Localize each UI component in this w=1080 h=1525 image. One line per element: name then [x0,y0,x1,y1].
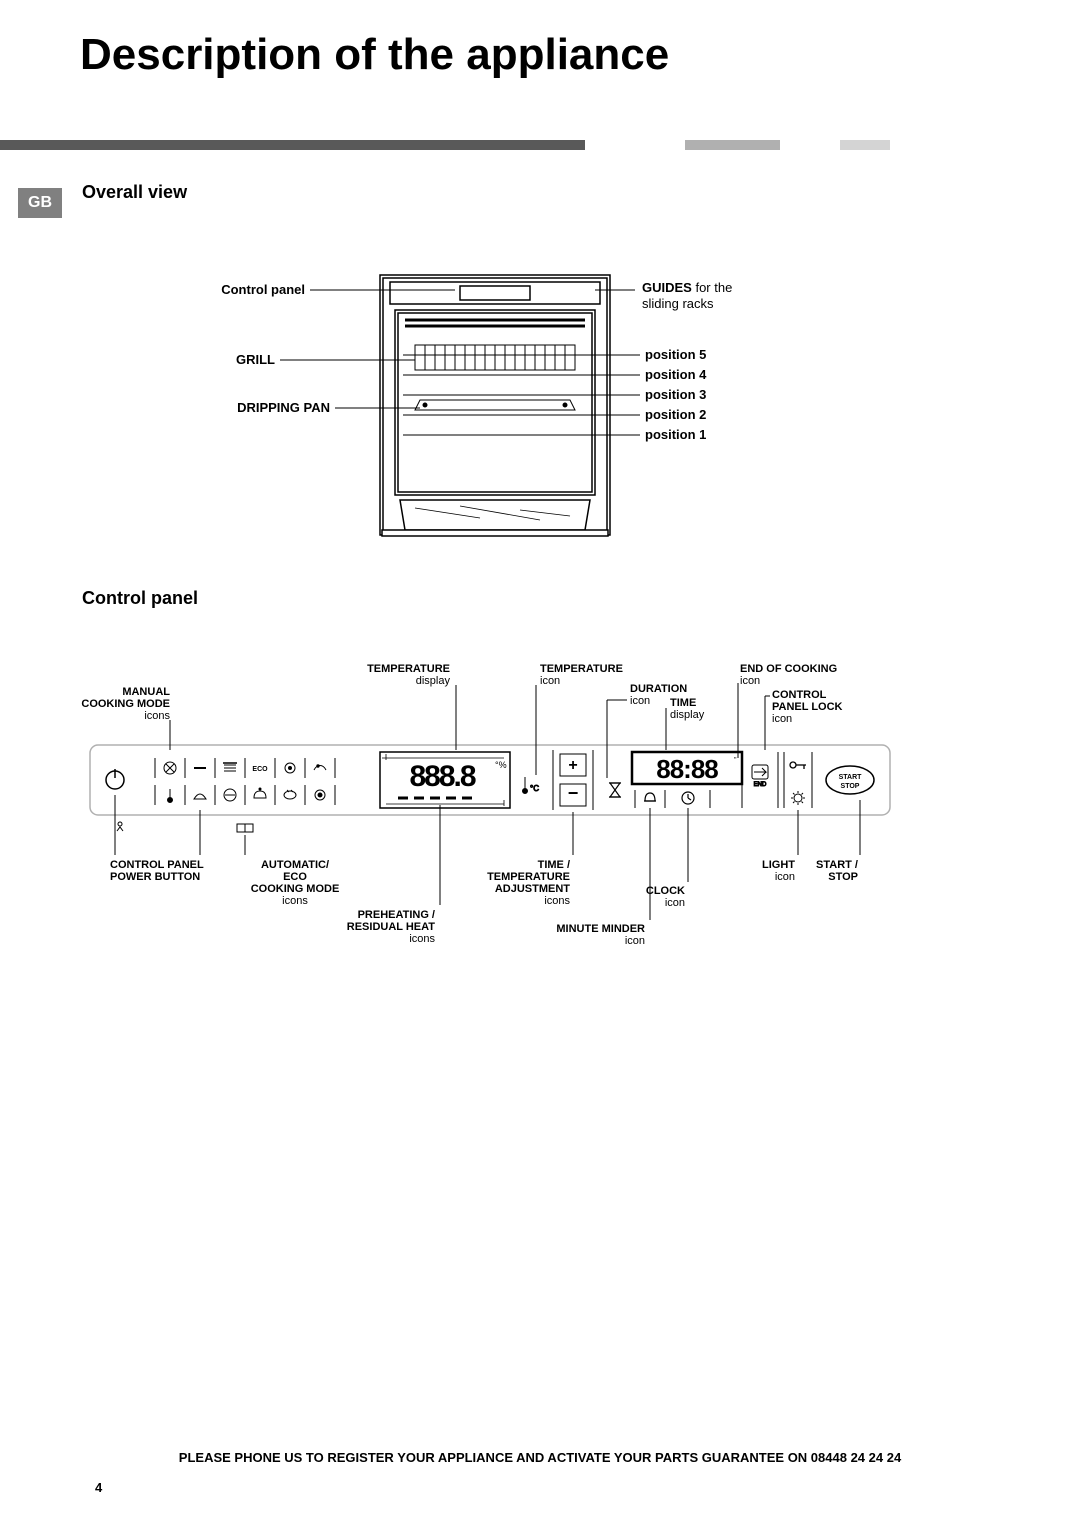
bread-icon [254,788,266,798]
label-temp-disp-1: TEMPERATURE [367,663,450,675]
label-end-2: icon [740,675,760,687]
label-pos1: position 1 [645,427,706,442]
label-auto-2: ECO [283,871,307,883]
label-lock-1: CONTROL [772,689,827,701]
start-stop-button: START STOP [826,766,874,794]
label-adjust-4: icons [544,895,570,907]
label-guides: GUIDES for the [642,280,732,295]
label-temp-icon-2: icon [540,675,560,687]
header-rule [0,140,1080,150]
control-panel-diagram: ECO 888.8 °% [70,650,1010,1000]
section-overall-view: Overall view [82,182,187,203]
pizza-icon [194,794,206,799]
label-mm-2: icon [625,935,645,947]
temp-c-icon: °C [523,777,540,794]
panel-lock-icon [790,762,806,769]
label-dripping-pan: DRIPPING PAN [237,400,330,415]
svg-text:−: − [568,783,579,803]
label-temp-disp-2: display [416,675,451,687]
label-pos4: position 4 [645,367,707,382]
childlock-small-icon [117,822,123,831]
label-end-1: END OF COOKING [740,663,837,675]
page-title: Description of the appliance [80,30,669,80]
label-manual-1: MANUAL [122,686,170,698]
minute-minder-icon [644,793,656,801]
section-control-panel: Control panel [82,588,198,609]
label-auto-3: COOKING MODE [251,883,340,895]
grill-mode-icon [223,763,237,771]
label-auto-4: icons [282,895,308,907]
label-preheat-1: PREHEATING / [358,909,435,921]
svg-text:": " [734,757,737,764]
minus-button: − [560,783,586,806]
label-mm-1: MINUTE MINDER [556,923,645,935]
svg-text:+: + [568,757,577,774]
label-pos3: position 3 [645,387,706,402]
label-preheat-3: icons [409,933,435,945]
label-light-2: icon [775,871,795,883]
label-time-2: display [670,709,705,721]
label-clock-2: icon [665,897,685,909]
oven-diagram: Control panel GRILL DRIPPING PAN GUIDES … [120,260,920,550]
label-manual-2: COOKING MODE [81,698,170,710]
label-adjust-3: ADJUSTMENT [495,883,570,895]
label-adjust-2: TEMPERATURE [487,871,570,883]
label-pos5: position 5 [645,347,706,362]
label-lock-3: icon [772,713,792,725]
label-preheat-2: RESIDUAL HEAT [347,921,435,933]
label-adjust-1: TIME / [538,859,570,871]
label-clock-1: CLOCK [646,885,685,897]
label-temp-icon-1: TEMPERATURE [540,663,623,675]
svg-text:°C: °C [530,784,539,793]
footer-text: PLEASE PHONE US TO REGISTER YOUR APPLIAN… [0,1450,1080,1465]
label-light-1: LIGHT [762,859,795,871]
bottom-heat-icon [224,789,236,801]
defrost-icon [314,765,326,770]
svg-text:END: END [754,782,767,788]
label-grill: GRILL [236,352,275,367]
clock-icon [682,792,694,804]
end-of-cooking-icon: END [752,765,768,788]
fan-grill-icon [285,763,295,773]
label-duration-2: icon [630,695,650,707]
temperature-display: 888.8 [409,760,475,793]
label-ss-1: START / [816,859,858,871]
thermometer-icon [168,789,173,803]
svg-text:START: START [839,774,863,781]
language-badge: GB [18,188,62,218]
fan-icon [164,762,176,774]
label-power-2: POWER BUTTON [110,871,200,883]
light-icon [791,791,805,805]
label-power-1: CONTROL PANEL [110,859,204,871]
temperature-unit: °% [495,760,507,770]
duration-icon [609,783,621,797]
eco-icon: ECO [252,766,268,773]
power-icon [106,769,124,789]
time-display: 88:88 [656,754,718,784]
page-number: 4 [95,1480,102,1495]
label-pos2: position 2 [645,407,706,422]
label-lock-2: PANEL LOCK [772,701,843,713]
label-ss-2: STOP [828,871,858,883]
cake-icon [315,790,325,800]
plus-button: + [560,754,586,776]
recipe-icon [237,824,253,832]
label-duration-1: DURATION [630,683,687,695]
label-time-1: TIME [670,697,696,709]
label-control-panel: Control panel [221,282,305,297]
svg-text:STOP: STOP [841,783,860,790]
label-auto-1: AUTOMATIC/ [261,859,329,871]
label-manual-3: icons [144,710,170,722]
label-guides-2: sliding racks [642,296,714,311]
roast-icon [284,790,296,799]
